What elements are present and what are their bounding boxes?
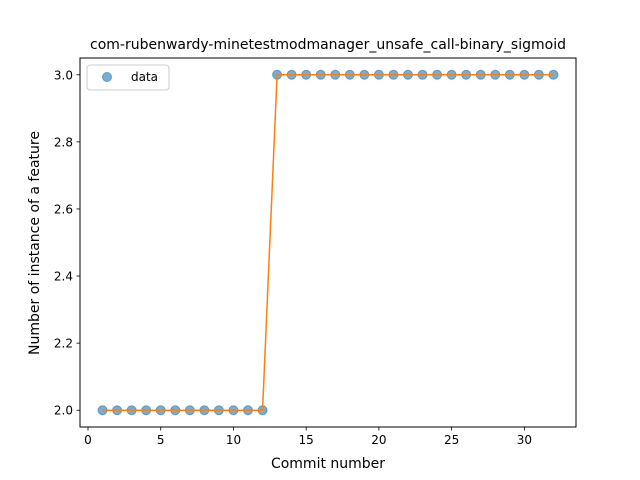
legend-box bbox=[86, 64, 170, 91]
x-tick-label: 25 bbox=[444, 433, 459, 447]
y-axis: 2.0 2.2 2.4 2.6 2.8 3.0 bbox=[54, 68, 80, 418]
x-axis-label: Commit number bbox=[271, 456, 385, 472]
x-tick-label: 30 bbox=[517, 433, 532, 447]
fit-line bbox=[102, 74, 554, 411]
legend-marker-data bbox=[102, 72, 112, 82]
y-tick-label: 2.2 bbox=[54, 337, 73, 351]
y-tick-label: 2.0 bbox=[54, 404, 73, 418]
y-tick-label: 3.0 bbox=[54, 68, 73, 82]
x-tick-label: 5 bbox=[157, 433, 165, 447]
y-tick-label: 2.6 bbox=[54, 202, 73, 216]
legend-label-data: data bbox=[131, 70, 158, 84]
plot-area bbox=[97, 69, 559, 416]
x-axis: 0 5 10 15 20 25 30 bbox=[84, 427, 532, 447]
chart-title: com-rubenwardy-minetestmodmanager_unsafe… bbox=[90, 37, 566, 53]
x-tick-label: 20 bbox=[371, 433, 386, 447]
axes-frame bbox=[79, 57, 577, 428]
y-tick-label: 2.4 bbox=[54, 270, 73, 284]
x-tick-label: 15 bbox=[299, 433, 314, 447]
y-tick-label: 2.8 bbox=[54, 135, 73, 149]
legend: data bbox=[86, 64, 170, 91]
x-tick-label: 10 bbox=[226, 433, 241, 447]
y-axis-label: Number of instance of a feature bbox=[27, 131, 43, 355]
x-tick-label: 0 bbox=[84, 433, 92, 447]
